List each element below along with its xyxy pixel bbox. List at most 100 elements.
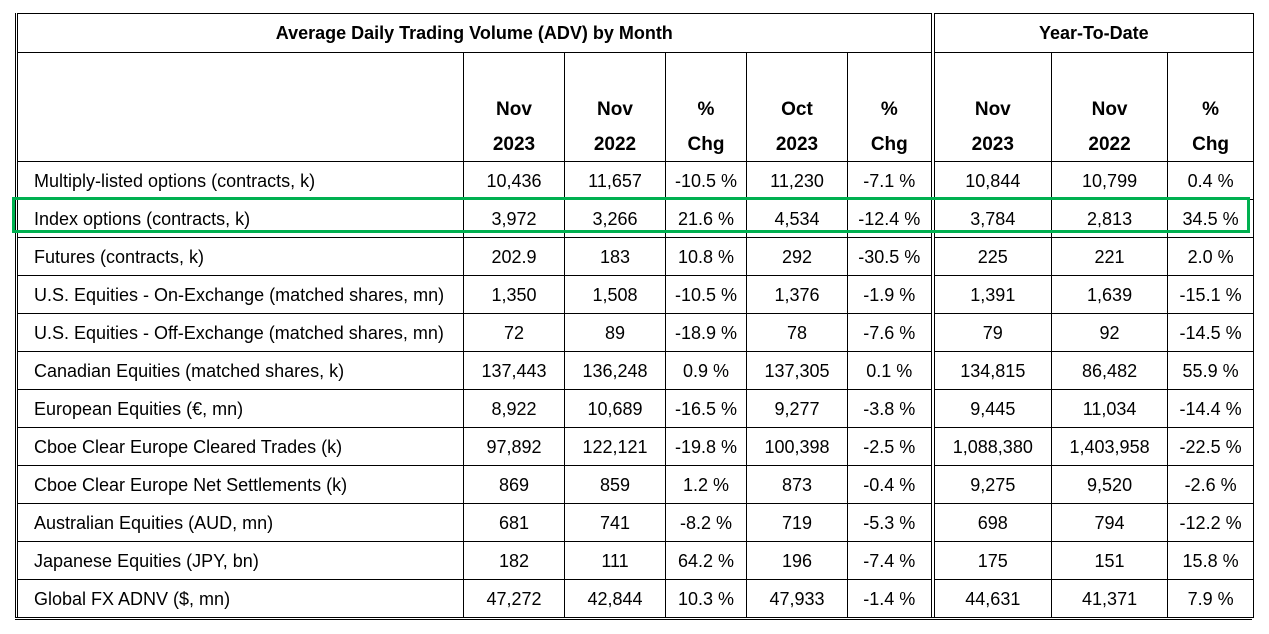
table-cell: -30.5 %: [846, 237, 934, 276]
table-cell: 698: [930, 503, 1053, 542]
adv-title: Average Daily Trading Volume (ADV) by Mo…: [14, 13, 934, 53]
ytd-title: Year-To-Date: [930, 13, 1255, 53]
table-cell: -1.9 %: [846, 275, 934, 314]
table-cell: -22.5 %: [1167, 427, 1255, 466]
table-cell: 64.2 %: [665, 541, 747, 580]
table-bottom-border: [15, 617, 1252, 620]
table-cell: 10,799: [1051, 161, 1169, 200]
table-cell: 111: [564, 541, 666, 580]
column-header: Nov 2023: [930, 52, 1053, 162]
column-header-line1: Nov: [974, 99, 1011, 120]
table-row: Cboe Clear Europe Cleared Trades (k) 97,8…: [15, 427, 1255, 466]
column-header-line2: 2023: [971, 134, 1014, 155]
table-cell: 4,534: [746, 199, 848, 238]
row-label: Cboe Clear Europe Cleared Trades (k): [15, 427, 464, 466]
table-cell: 1,391: [930, 275, 1053, 314]
table-cell: 44,631: [930, 579, 1053, 618]
column-header-line1: Nov: [1091, 99, 1128, 120]
table-row: Index options (contracts, k) 3,972 3,266 21…: [15, 199, 1255, 238]
column-header-line2: 2022: [593, 134, 637, 155]
table-cell: 9,277: [746, 389, 848, 428]
table-cell: 221: [1051, 237, 1169, 276]
table-cell: 0.9 %: [665, 351, 747, 390]
column-header: Nov 2022: [1051, 52, 1169, 162]
table-cell: 10,689: [564, 389, 666, 428]
table-cell: 1,350: [463, 275, 565, 314]
table-cell: 136,248: [564, 351, 666, 390]
column-header-line2: 2022: [1088, 134, 1131, 155]
table-cell: 9,275: [930, 465, 1053, 504]
table-cell: -2.6 %: [1167, 465, 1255, 504]
table-cell: 134,815: [930, 351, 1053, 390]
table-cell: 41,371: [1051, 579, 1169, 618]
column-header-line2: Chg: [687, 134, 725, 155]
table-cell: -7.4 %: [846, 541, 934, 580]
table-row: Futures (contracts, k) 202.9 183 10.8 % 292-…: [15, 237, 1255, 276]
row-label: Global FX ADNV ($, mn): [15, 579, 464, 618]
column-header: % Chg: [1167, 52, 1255, 162]
table-cell: 175: [930, 541, 1053, 580]
table-cell: 2,813: [1051, 199, 1169, 238]
table-cell: -7.6 %: [846, 313, 934, 352]
table-cell: 10,436: [463, 161, 565, 200]
table-cell: 78: [746, 313, 848, 352]
table-cell: 55.9 %: [1167, 351, 1255, 390]
table-cell: 873: [746, 465, 848, 504]
row-label: Multiply-listed options (contracts, k): [15, 161, 464, 200]
table-cell: 89: [564, 313, 666, 352]
column-header: Nov 2022: [564, 52, 666, 162]
table-cell: -12.2 %: [1167, 503, 1255, 542]
table-cell: -3.8 %: [846, 389, 934, 428]
table-cell: -16.5 %: [665, 389, 747, 428]
row-label: Index options (contracts, k): [15, 199, 464, 238]
table-cell: 47,272: [463, 579, 565, 618]
table-cell: 11,034: [1051, 389, 1169, 428]
table-cell: 225: [930, 237, 1053, 276]
table-cell: 3,972: [463, 199, 565, 238]
adv-table-container: Average Daily Trading Volume (ADV) by Mo…: [14, 13, 1255, 618]
table-cell: 47,933: [746, 579, 848, 618]
table-row: U.S. Equities - Off-Exchange (matched sh…: [15, 313, 1255, 352]
column-header-line1: Nov: [597, 99, 633, 120]
table-row: U.S. Equities - On-Exchange (matched sha…: [15, 275, 1255, 314]
table-row: Cboe Clear Europe Net Settlements (k) 869…: [15, 465, 1255, 504]
table-cell: 122,121: [564, 427, 666, 466]
table-cell: 11,230: [746, 161, 848, 200]
column-header-line1: %: [697, 99, 715, 120]
table-cell: 0.4 %: [1167, 161, 1255, 200]
table-cell: 859: [564, 465, 666, 504]
table-cell: 10,844: [930, 161, 1053, 200]
column-header: Nov 2023: [463, 52, 565, 162]
table-cell: 202.9: [463, 237, 565, 276]
row-label: Australian Equities (AUD, mn): [15, 503, 464, 542]
table-cell: 3,784: [930, 199, 1053, 238]
table-cell: 92: [1051, 313, 1169, 352]
column-header-line1: Nov: [496, 99, 532, 120]
table-cell: 72: [463, 313, 565, 352]
column-header-line1: Oct: [781, 99, 813, 120]
table-cell: 11,657: [564, 161, 666, 200]
table-cell: -18.9 %: [665, 313, 747, 352]
table-cell: 0.1 %: [846, 351, 934, 390]
table-cell: 183: [564, 237, 666, 276]
table-cell: -10.5 %: [665, 161, 747, 200]
table-cell: 1,088,380: [930, 427, 1053, 466]
table-cell: 10.3 %: [665, 579, 747, 618]
table-cell: 3,266: [564, 199, 666, 238]
table-cell: 21.6 %: [665, 199, 747, 238]
table-cell: 869: [463, 465, 565, 504]
table-cell: -12.4 %: [846, 199, 934, 238]
table-cell: -19.8 %: [665, 427, 747, 466]
table-cell: 1,376: [746, 275, 848, 314]
row-label: Japanese Equities (JPY, bn): [15, 541, 464, 580]
column-header: % Chg: [665, 52, 747, 162]
table-cell: -10.5 %: [665, 275, 747, 314]
table-cell: 182: [463, 541, 565, 580]
table-cell: 97,892: [463, 427, 565, 466]
table-cell: 1,639: [1051, 275, 1169, 314]
column-header-line2: 2023: [775, 134, 819, 155]
table-cell: 741: [564, 503, 666, 542]
column-header-line1: %: [1202, 99, 1220, 120]
table-cell: 15.8 %: [1167, 541, 1255, 580]
adv-table: Average Daily Trading Volume (ADV) by Mo…: [14, 13, 1255, 618]
